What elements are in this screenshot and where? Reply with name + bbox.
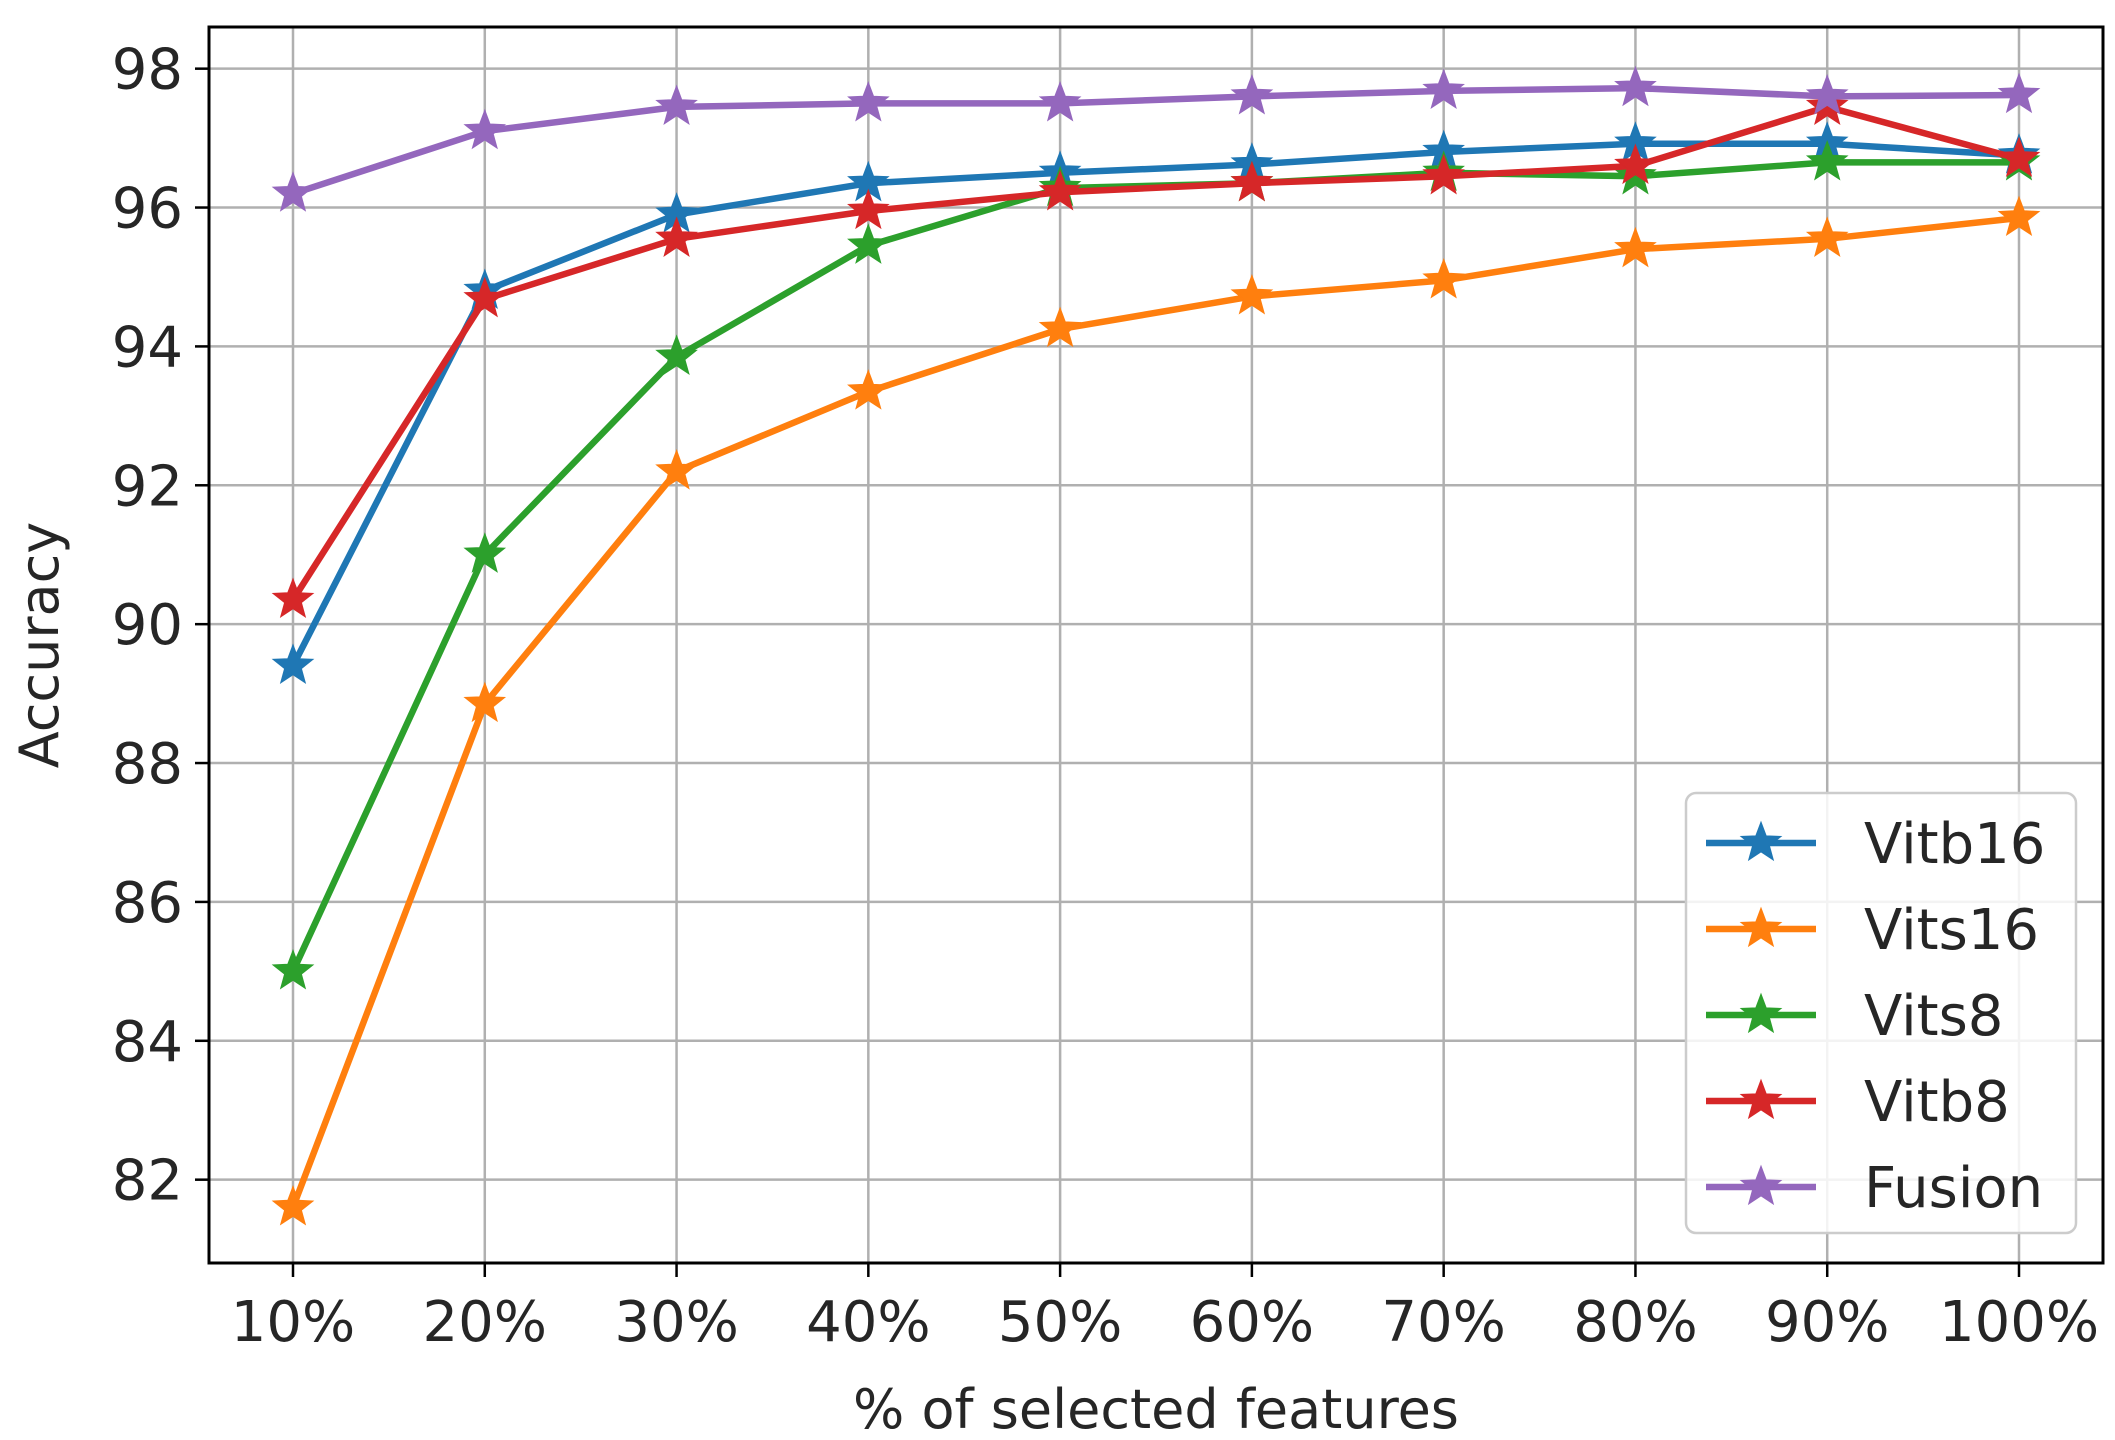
legend-item-vits16: Vits16	[1706, 898, 2039, 963]
legend-item-fusion: Fusion	[1706, 1156, 2043, 1221]
x-tick-label: 10%	[231, 1290, 355, 1355]
series-line	[290, 103, 2020, 602]
data-point	[847, 369, 890, 410]
y-tick-label: 94	[112, 315, 183, 380]
data-point	[1997, 136, 2041, 178]
series-line	[291, 84, 2020, 197]
data-point	[271, 577, 315, 619]
data-point	[847, 223, 890, 264]
legend-swatch-marker	[1739, 1078, 1783, 1120]
data-point	[1614, 65, 1657, 107]
y-tick-label: 92	[112, 454, 183, 519]
x-tick-label: 40%	[806, 1290, 930, 1355]
x-tick-label: 20%	[423, 1290, 547, 1355]
data-point	[271, 171, 315, 212]
x-tick-label: 30%	[614, 1290, 738, 1355]
y-tick-label: 88	[112, 732, 183, 797]
data-point	[463, 681, 507, 723]
x-tick-label: 50%	[998, 1290, 1122, 1355]
legend-label: Vitb16	[1864, 812, 2045, 877]
data-point	[1805, 139, 1849, 181]
y-tick-label: 98	[112, 38, 183, 103]
legend-box	[1684, 791, 2078, 1235]
data-point	[655, 216, 698, 257]
series-line	[290, 140, 2020, 668]
data-point	[1038, 169, 1082, 211]
legend-item-vitb16: Vitb16	[1706, 812, 2045, 877]
legend-label: Vits8	[1864, 984, 2003, 1049]
legend-swatch-marker	[1739, 906, 1783, 948]
series-fusion	[271, 65, 2041, 212]
x-tick-label: 70%	[1381, 1290, 1505, 1355]
legend: Vitb16 Vits16 Vits8 Vitb8 Fusion	[1684, 791, 2078, 1235]
legend-swatch-marker	[1739, 820, 1783, 862]
data-point	[271, 1184, 315, 1226]
legend-swatch-marker	[1739, 992, 1783, 1034]
data-point	[1038, 80, 1082, 122]
data-point	[463, 532, 507, 573]
y-axis-label: Accuracy	[8, 522, 71, 769]
legend-label: Vitb8	[1864, 1070, 2010, 1135]
x-tick-label: 100%	[1939, 1290, 2099, 1355]
data-point	[1997, 195, 2041, 237]
x-tick-label: 90%	[1765, 1290, 1889, 1355]
x-tick-label: 60%	[1190, 1290, 1314, 1355]
x-tick-label: 80%	[1573, 1290, 1697, 1355]
y-tick-label: 84	[112, 1010, 183, 1075]
data-point	[271, 643, 315, 684]
legend-item-vitb8: Vitb8	[1706, 1070, 2010, 1135]
data-point	[655, 84, 698, 125]
data-point	[655, 334, 698, 375]
legend-item-vits8: Vits8	[1706, 984, 2003, 1049]
data-point	[655, 448, 698, 490]
data-point	[1422, 68, 1465, 110]
data-point	[1997, 72, 2041, 114]
data-point	[1230, 160, 1274, 202]
data-point	[463, 276, 507, 318]
series-line	[289, 214, 2020, 1209]
data-point	[1805, 73, 1849, 115]
legend-swatch-marker	[1739, 1164, 1783, 1206]
series-layer	[271, 65, 2041, 1226]
legend-label: Vits16	[1864, 898, 2039, 963]
data-point	[1422, 153, 1465, 195]
legend-label: Fusion	[1864, 1156, 2043, 1221]
data-point	[1805, 216, 1849, 257]
data-point	[1614, 143, 1657, 185]
y-tick-label: 96	[112, 177, 183, 242]
series-vits16	[271, 195, 2041, 1226]
data-point	[1422, 257, 1465, 299]
y-tick-label: 90	[112, 593, 183, 658]
y-tick-label: 82	[112, 1149, 183, 1214]
data-point	[1230, 73, 1274, 115]
y-tick-label: 86	[112, 871, 183, 936]
data-point	[271, 948, 315, 990]
plot-frame	[207, 25, 2105, 1265]
data-point	[847, 188, 890, 230]
data-point	[1614, 226, 1657, 268]
data-point	[1038, 306, 1082, 348]
data-point	[1230, 273, 1274, 315]
data-point	[847, 80, 890, 122]
data-point	[463, 108, 507, 150]
ticks: 10% 20% 30% 40% 50% 60% 70% 80% 90% 100% 82 84 86 88 9…	[112, 38, 2099, 1355]
x-axis-label: % of selected features	[853, 1378, 1459, 1440]
